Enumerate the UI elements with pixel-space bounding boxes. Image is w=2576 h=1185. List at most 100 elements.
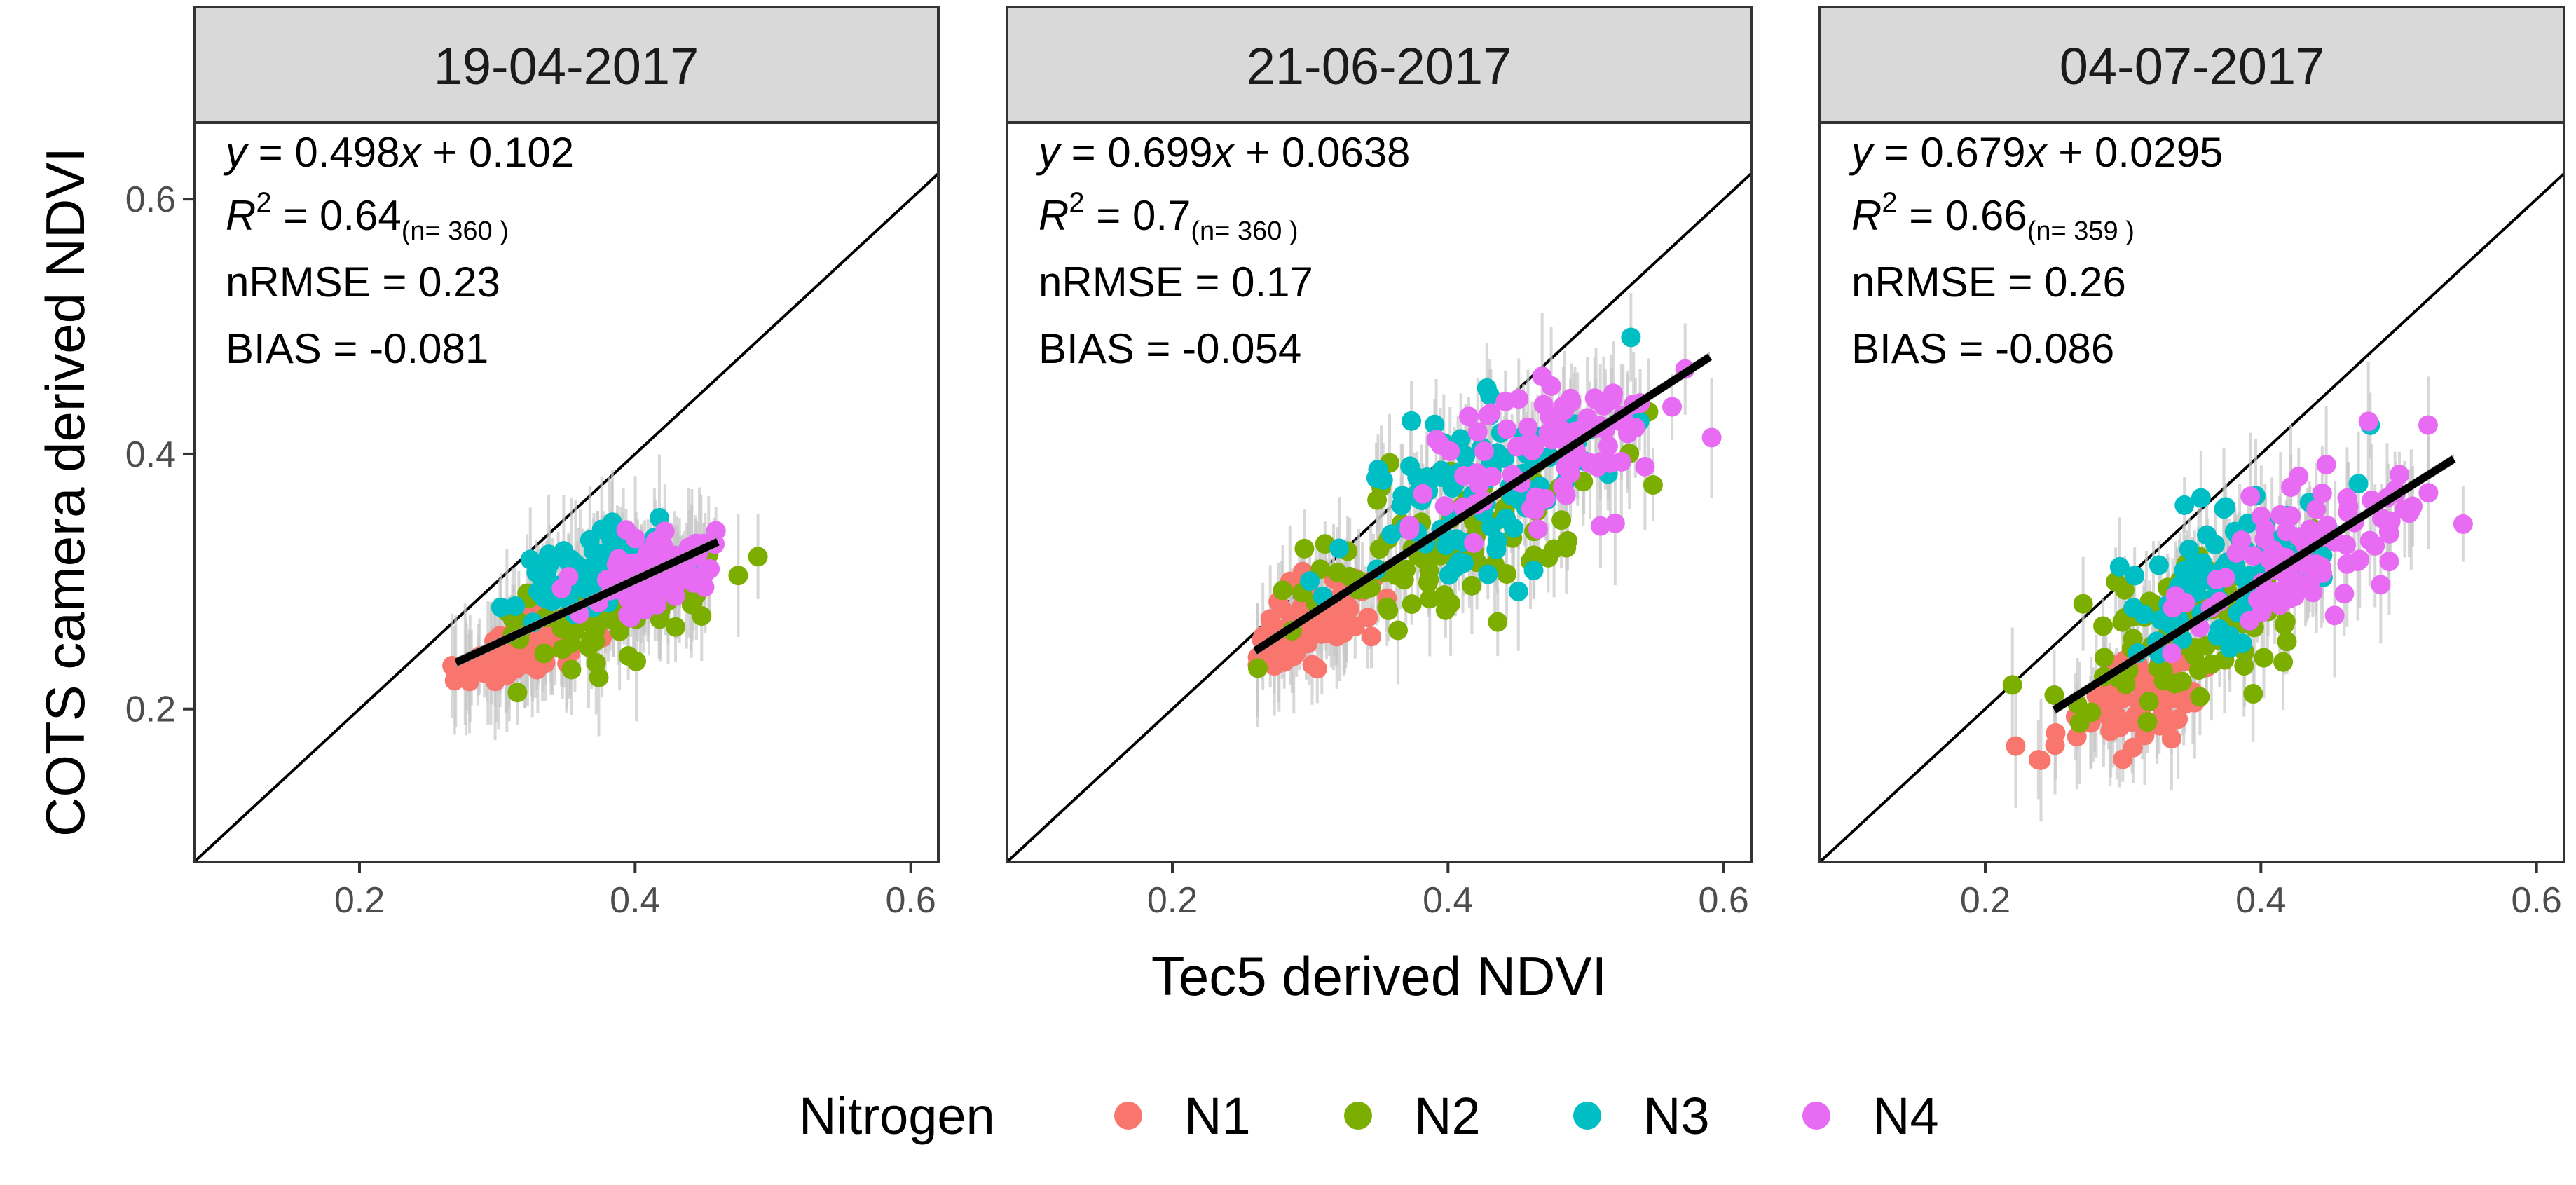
point-n3 — [2123, 598, 2144, 618]
point-n2 — [507, 683, 528, 703]
point-n4 — [1541, 376, 1561, 396]
point-n4 — [2324, 605, 2345, 626]
point-n2 — [1377, 597, 1397, 617]
point-n4 — [2215, 568, 2235, 588]
panel-2-frame — [1006, 121, 1753, 863]
point-n4 — [1611, 451, 1631, 472]
point-n2 — [561, 633, 581, 654]
point-n3 — [491, 597, 511, 617]
y-tick-label: 0.4 — [125, 434, 176, 475]
point-n2 — [2172, 671, 2192, 692]
x-tick-label: 0.4 — [2235, 880, 2286, 921]
point-n2 — [1327, 562, 1348, 582]
point-n4 — [2289, 527, 2309, 547]
legend-label-n3: N3 — [1643, 1087, 1710, 1145]
point-n4 — [2162, 643, 2182, 664]
point-n1 — [1298, 633, 1318, 654]
point-n1 — [1362, 626, 1382, 647]
point-n4 — [1497, 419, 1517, 439]
y-axis: 0.2 0.4 0.6 — [125, 179, 194, 730]
point-n4 — [1577, 408, 1598, 428]
point-n2 — [1488, 612, 1508, 632]
point-n4 — [2306, 500, 2327, 520]
point-n3 — [1487, 530, 1507, 551]
point-n3 — [2205, 535, 2225, 555]
point-n4 — [1539, 406, 1559, 426]
legend-swatch-n3 — [1573, 1102, 1601, 1130]
point-n2 — [589, 667, 609, 687]
panel-1-marks — [194, 172, 938, 862]
point-n4 — [1602, 390, 1622, 410]
point-n4 — [633, 594, 654, 615]
point-n3 — [601, 529, 622, 549]
x-tick-label: 0.4 — [610, 880, 660, 921]
point-n1 — [1302, 655, 1322, 675]
panel-1-regression-line — [454, 538, 720, 666]
point-n3 — [505, 596, 526, 616]
point-n4 — [1464, 533, 1484, 553]
point-n4 — [2371, 575, 2391, 595]
panel-3-strip — [1818, 6, 2565, 124]
point-n4 — [1526, 487, 1546, 507]
point-n2 — [1558, 530, 1578, 551]
point-n2 — [2137, 712, 2158, 732]
point-n4 — [1635, 456, 1655, 477]
point-n4 — [1434, 496, 1455, 516]
point-n3 — [1523, 560, 1544, 580]
point-n2 — [1413, 549, 1434, 570]
point-n3 — [1436, 535, 1456, 556]
point-n2 — [2234, 656, 2254, 676]
point-n4 — [2348, 551, 2368, 571]
point-n2 — [2093, 616, 2113, 636]
point-n2 — [586, 652, 606, 673]
point-n3 — [2149, 555, 2169, 575]
point-n4 — [2359, 530, 2380, 551]
point-n3 — [2109, 556, 2130, 577]
panel-1-equation: y = 0.498x + 0.102 — [223, 129, 574, 176]
panel-3-equation: y = 0.679x + 0.0295 — [1849, 129, 2223, 176]
point-n1 — [2161, 729, 2181, 749]
panel-2-marks — [1007, 172, 1751, 862]
point-n4 — [2303, 582, 2323, 603]
point-n1 — [461, 657, 481, 678]
point-n3 — [1477, 378, 1497, 398]
legend-entry-n4: N4 — [1802, 1087, 1939, 1145]
point-n2 — [618, 645, 638, 666]
point-n3 — [1431, 467, 1451, 487]
point-n2 — [1643, 475, 1663, 495]
point-n3 — [1478, 564, 1498, 584]
point-n1 — [1261, 614, 1282, 634]
panel-1-title: 19-04-2017 — [434, 37, 699, 95]
point-n2 — [2243, 684, 2263, 704]
point-n4 — [1556, 485, 1576, 505]
point-n3 — [1402, 411, 1422, 431]
point-n2 — [1441, 594, 1461, 614]
point-n3 — [1621, 327, 1641, 348]
x-axes: 0.2 0.4 0.6 0.2 0.4 0.6 0.2 0.4 0.6 — [334, 862, 2562, 921]
point-n4 — [2334, 584, 2355, 604]
point-n2 — [2190, 687, 2210, 707]
panel-2-bias: BIAS = -0.054 — [1039, 325, 1301, 372]
legend-label-n1: N1 — [1184, 1087, 1251, 1145]
x-tick-label: 0.2 — [1960, 880, 2010, 921]
point-n4 — [2257, 587, 2277, 607]
point-n1 — [1264, 643, 1284, 664]
legend-swatch-n2 — [1344, 1102, 1372, 1130]
point-n4 — [1440, 441, 1460, 461]
point-n2 — [578, 637, 598, 657]
point-n3 — [1391, 495, 1411, 516]
point-n4 — [1587, 457, 1608, 477]
point-n2 — [2277, 631, 2297, 652]
legend-swatch-n4 — [1802, 1102, 1830, 1130]
panel-1-bias: BIAS = -0.081 — [226, 325, 488, 372]
point-n3 — [2177, 563, 2198, 584]
point-n4 — [1507, 437, 1527, 457]
x-tick-label: 0.2 — [334, 880, 385, 921]
point-n4 — [1618, 420, 1638, 440]
panel-3-bias: BIAS = -0.086 — [1851, 325, 2114, 372]
point-n4 — [1399, 516, 1420, 536]
point-n4 — [700, 559, 720, 579]
y-axis-title: COTS camera derived NDVI — [34, 147, 96, 837]
point-n2 — [1420, 589, 1440, 609]
point-n2 — [2275, 611, 2296, 631]
